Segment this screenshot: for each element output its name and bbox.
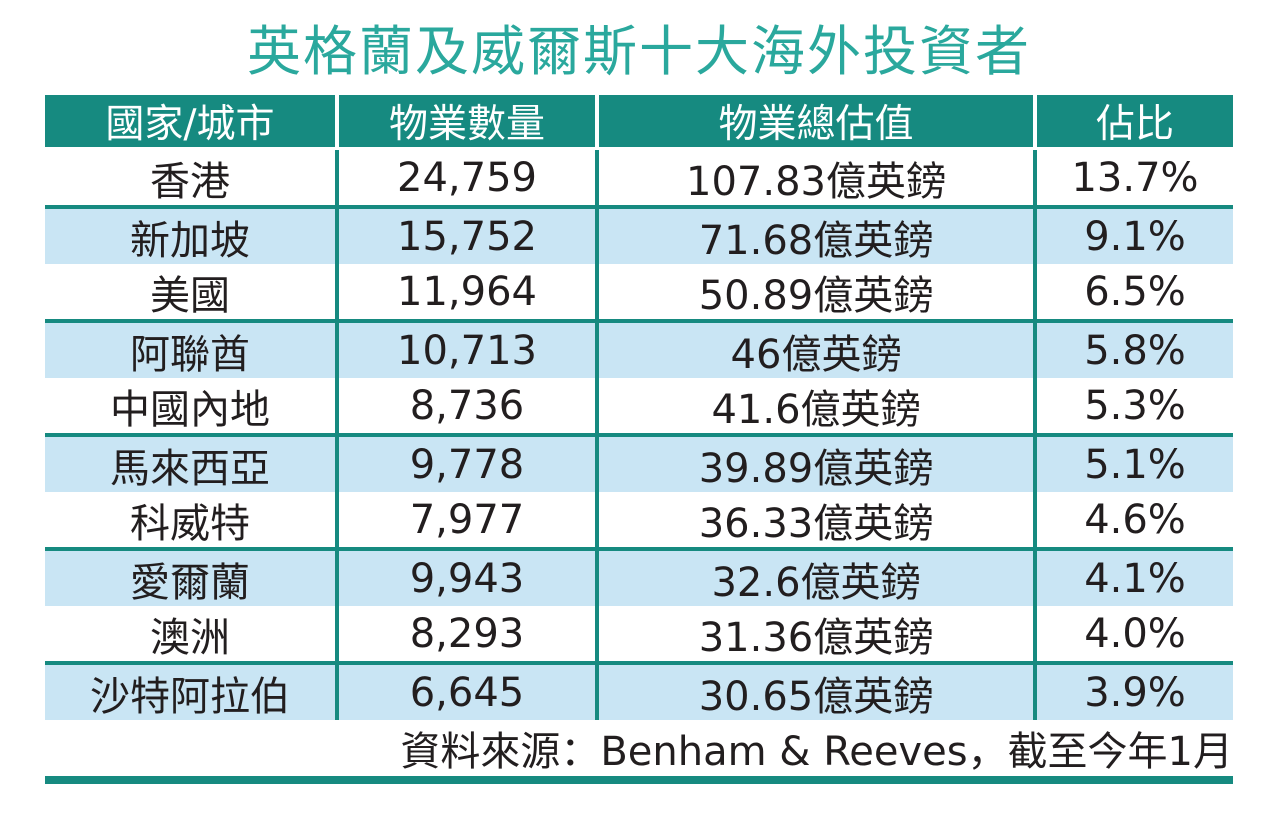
table-row: 阿聯酋 10,713 46億英鎊 5.8%: [45, 319, 1233, 378]
cell-property-count: 10,713: [335, 323, 595, 378]
cell-share: 5.3%: [1033, 378, 1233, 433]
cell-property-count: 11,964: [335, 264, 595, 319]
column-header-share: 佔比: [1033, 95, 1233, 147]
table-row: 沙特阿拉伯 6,645 30.65億英鎊 3.9%: [45, 661, 1233, 720]
cell-share: 3.9%: [1033, 665, 1233, 720]
cell-total-value: 31.36億英鎊: [595, 606, 1033, 661]
cell-country: 新加坡: [130, 217, 250, 264]
cell-property-count: 9,778: [335, 437, 595, 492]
cell-property-count: 24,759: [335, 150, 595, 205]
cell-country: 沙特阿拉伯: [90, 673, 290, 720]
cell-property-count: 7,977: [335, 492, 595, 547]
source-note: 資料來源：Benham & Reeves，截至今年1月: [400, 729, 1233, 775]
cell-property-count: 15,752: [335, 209, 595, 264]
cell-country: 澳洲: [150, 614, 230, 661]
bottom-rule: [45, 776, 1233, 784]
cell-country: 阿聯酋: [130, 331, 250, 378]
cell-share: 4.0%: [1033, 606, 1233, 661]
cell-total-value: 32.6億英鎊: [595, 551, 1033, 606]
cell-share: 9.1%: [1033, 209, 1233, 264]
cell-share: 5.1%: [1033, 437, 1233, 492]
cell-total-value: 36.33億英鎊: [595, 492, 1033, 547]
cell-property-count: 9,943: [335, 551, 595, 606]
cell-country: 美國: [150, 272, 230, 319]
table-row: 馬來西亞 9,778 39.89億英鎊 5.1%: [45, 433, 1233, 492]
cell-country: 愛爾蘭: [130, 559, 250, 606]
table-row: 科威特 7,977 36.33億英鎊 4.6%: [45, 492, 1233, 547]
cell-share: 6.5%: [1033, 264, 1233, 319]
cell-share: 4.6%: [1033, 492, 1233, 547]
column-header-property-count: 物業數量: [335, 95, 595, 147]
cell-country: 馬來西亞: [110, 445, 270, 492]
cell-share: 5.8%: [1033, 323, 1233, 378]
table-row: 香港 24,759 107.83億英鎊 13.7%: [45, 150, 1233, 205]
cell-country: 科威特: [130, 500, 250, 547]
cell-country: 香港: [150, 158, 230, 205]
page-title: 英格蘭及威爾斯十大海外投資者: [247, 20, 1031, 83]
cell-share: 13.7%: [1033, 150, 1233, 205]
cell-property-count: 8,293: [335, 606, 595, 661]
cell-total-value: 41.6億英鎊: [595, 378, 1033, 433]
cell-country: 中國內地: [110, 386, 270, 433]
cell-property-count: 8,736: [335, 378, 595, 433]
table-row: 中國內地 8,736 41.6億英鎊 5.3%: [45, 378, 1233, 433]
table-row: 愛爾蘭 9,943 32.6億英鎊 4.1%: [45, 547, 1233, 606]
table-header-row: 國家/城市 物業數量 物業總估值 佔比: [45, 95, 1233, 147]
cell-total-value: 71.68億英鎊: [595, 209, 1033, 264]
table-row: 美國 11,964 50.89億英鎊 6.5%: [45, 264, 1233, 319]
table-row: 澳洲 8,293 31.36億英鎊 4.0%: [45, 606, 1233, 661]
column-header-total-value: 物業總估值: [595, 95, 1033, 147]
cell-total-value: 50.89億英鎊: [595, 264, 1033, 319]
cell-share: 4.1%: [1033, 551, 1233, 606]
cell-property-count: 6,645: [335, 665, 595, 720]
table-row: 新加坡 15,752 71.68億英鎊 9.1%: [45, 205, 1233, 264]
cell-total-value: 30.65億英鎊: [595, 665, 1033, 720]
investors-table: 國家/城市 物業數量 物業總估值 佔比 香港 24,759 107.83億英鎊 …: [45, 95, 1233, 784]
cell-total-value: 46億英鎊: [595, 323, 1033, 378]
column-header-country: 國家/城市: [105, 102, 275, 147]
cell-total-value: 107.83億英鎊: [595, 150, 1033, 205]
cell-total-value: 39.89億英鎊: [595, 437, 1033, 492]
